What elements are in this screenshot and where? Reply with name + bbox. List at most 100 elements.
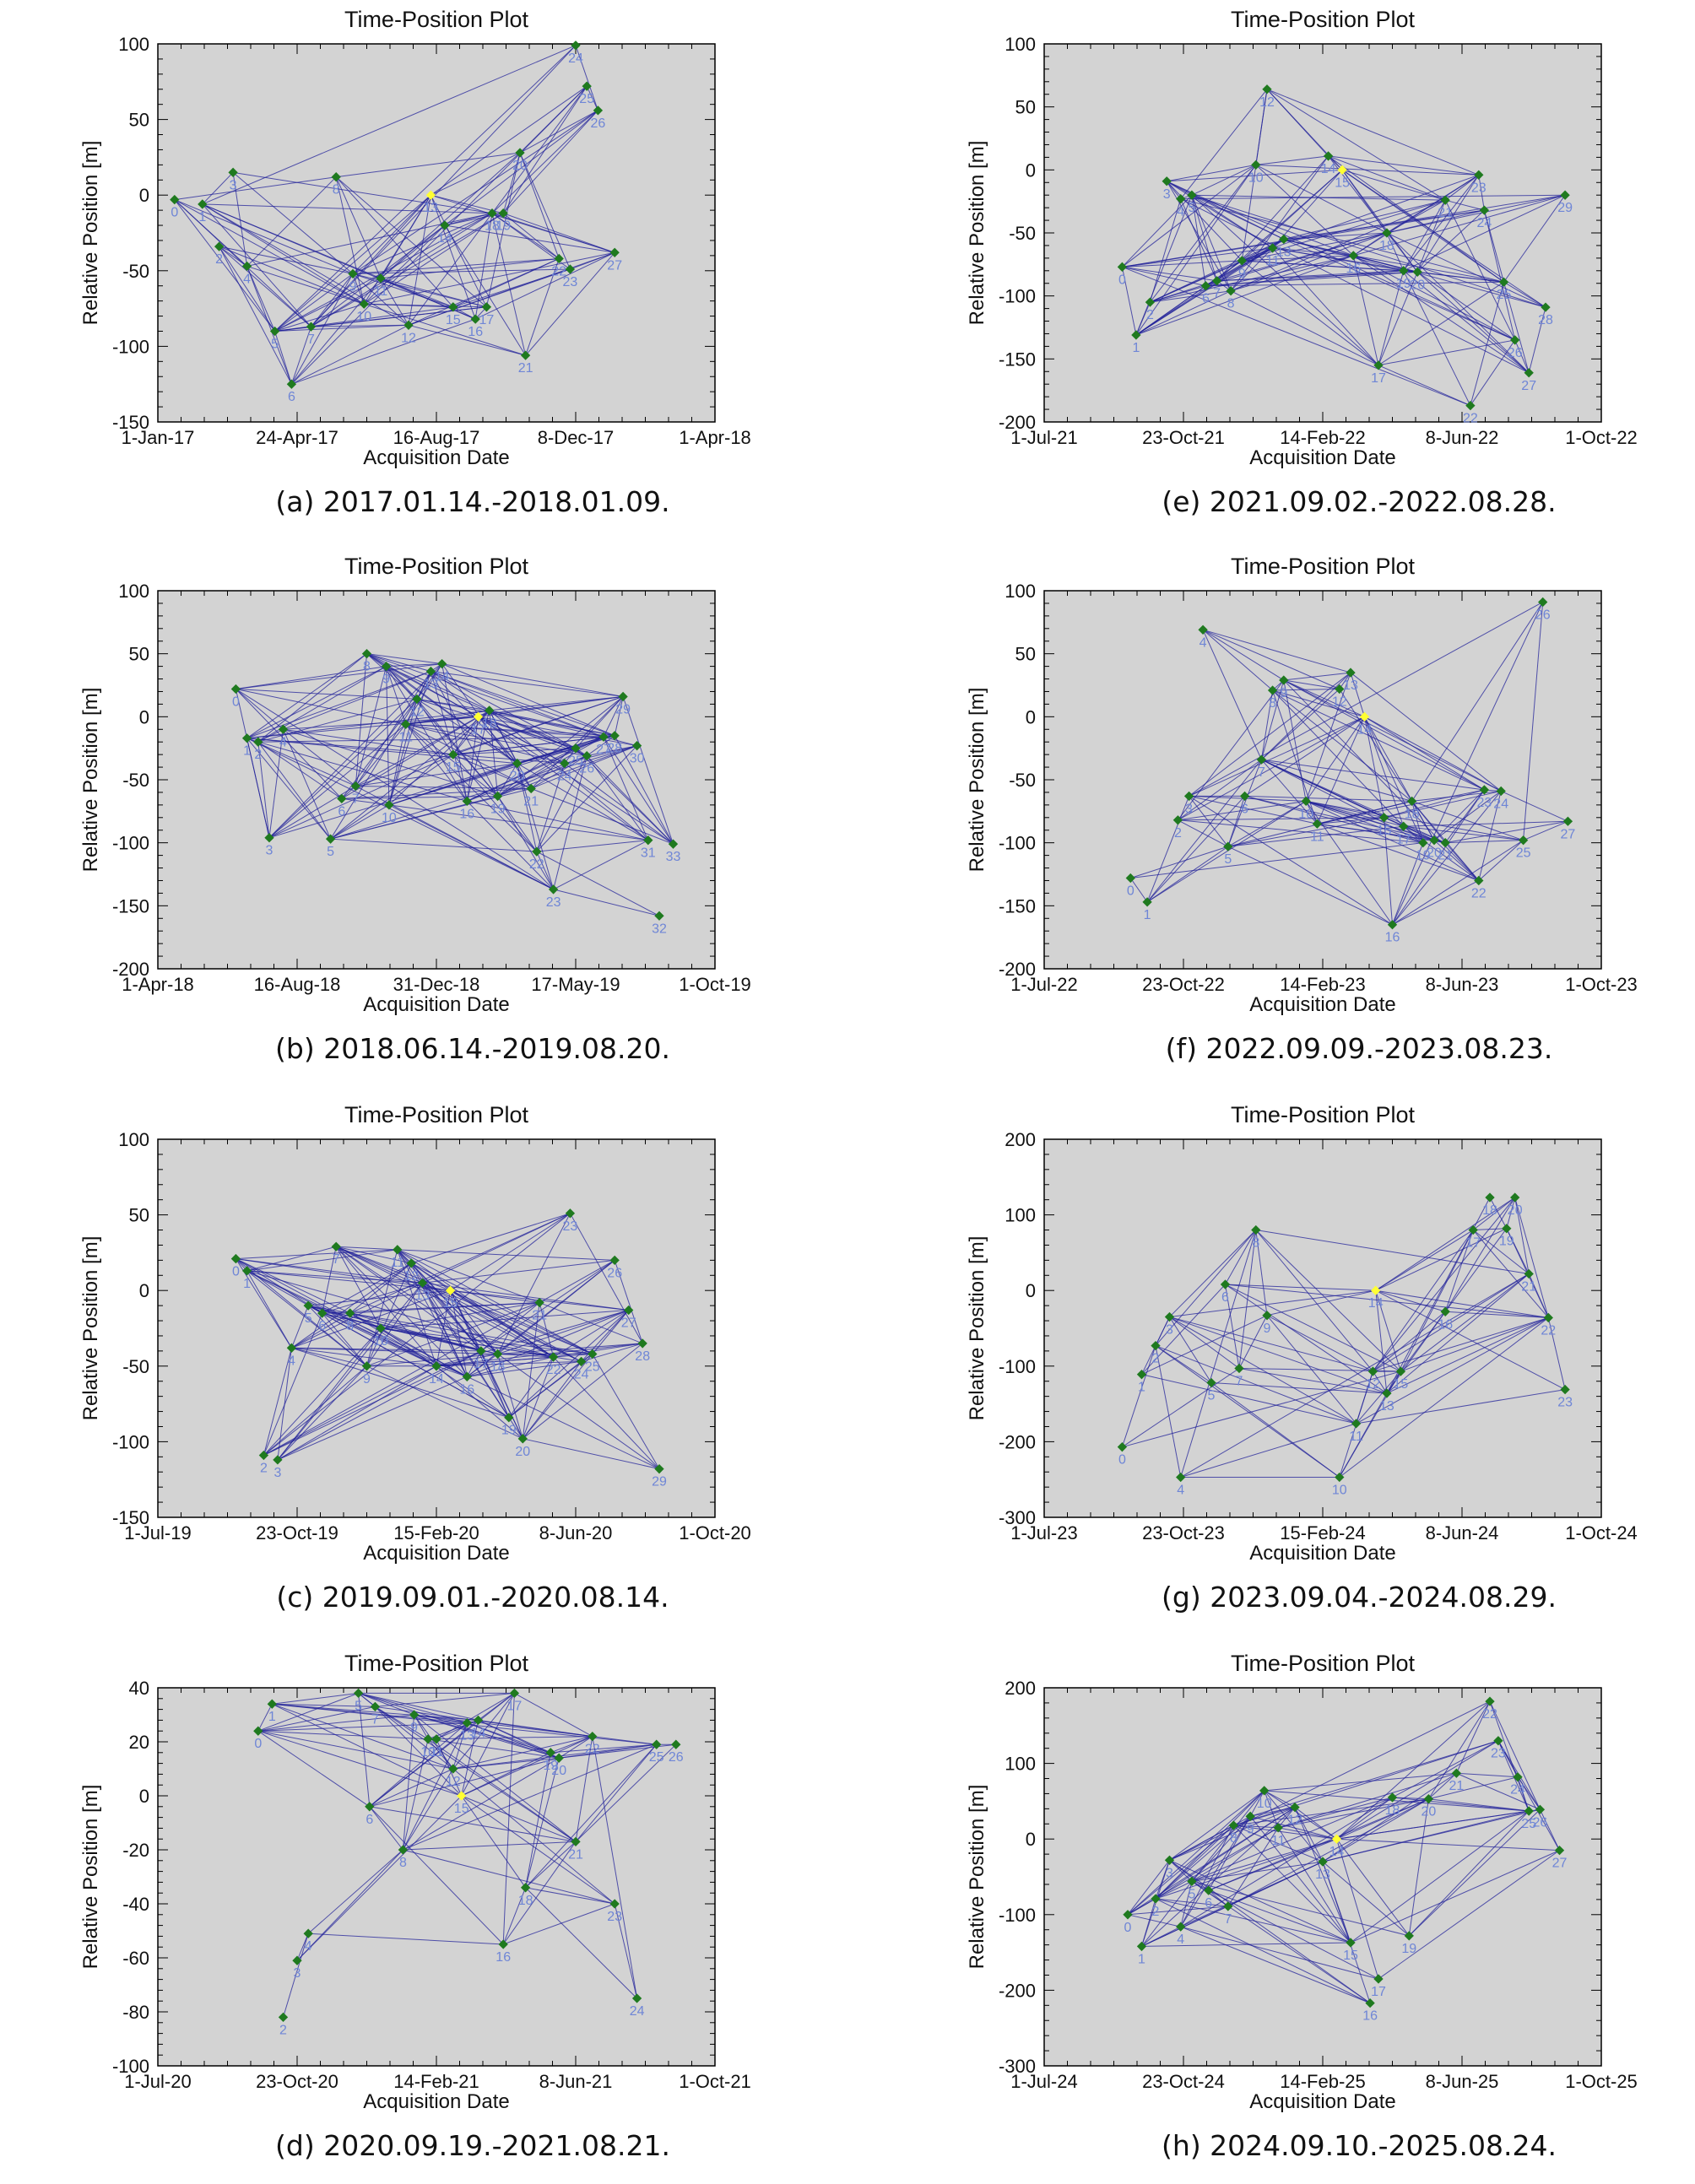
baseline-edge — [263, 1302, 540, 1456]
baseline-edge — [569, 1213, 643, 1344]
baseline-edge — [1272, 689, 1365, 717]
baseline-edge — [355, 723, 407, 787]
acquisition-point — [1136, 1941, 1147, 1952]
baseline-edge — [1233, 1825, 1351, 1943]
baseline-edge — [1155, 1825, 1234, 1900]
baseline-edge — [1189, 796, 1229, 847]
baseline-edge — [369, 1768, 454, 1808]
baseline-edge — [536, 851, 660, 916]
acquisition-point — [1378, 813, 1389, 823]
acquisition-point — [1474, 875, 1484, 886]
baseline-edge — [246, 265, 365, 305]
chart-panel-a: Time-Position Plot 100 50 0 -50 -100 -150 1-Jan… — [51, 0, 895, 540]
x-tick-label: 23-Oct-20 — [256, 2071, 338, 2092]
point-label: 3 — [1166, 1323, 1173, 1338]
y-tick-label: 0 — [139, 706, 149, 727]
acquisition-point — [1513, 1772, 1523, 1782]
baseline-edge — [336, 1246, 398, 1251]
baseline-edge — [553, 755, 588, 890]
baseline-edge — [1341, 169, 1446, 201]
baseline-edge — [1146, 800, 1307, 903]
y-tick-label: -150 — [999, 349, 1036, 370]
acquisition-point — [1367, 1366, 1378, 1376]
reference-point — [457, 1791, 467, 1801]
baseline-edge — [1264, 1772, 1457, 1792]
chart-title: Time-Position Plot — [344, 554, 529, 579]
baseline-edge — [405, 723, 538, 852]
baseline-edge — [1180, 194, 1566, 200]
baseline-edge — [1306, 800, 1404, 827]
baseline-edge — [575, 1743, 658, 1842]
baseline-edge — [478, 716, 637, 747]
baseline-edge — [1339, 689, 1413, 802]
y-tick-label: -40 — [122, 1894, 149, 1915]
baseline-edge — [422, 1282, 498, 1354]
baseline-edge — [436, 1310, 629, 1367]
point-label: 24 — [1510, 1783, 1525, 1797]
baseline-edge — [1261, 759, 1318, 824]
acquisition-point — [1493, 1736, 1503, 1746]
acquisition-point — [1395, 1366, 1406, 1376]
baseline-edge — [1400, 1273, 1530, 1372]
baseline-edge — [202, 203, 409, 326]
baseline-edge — [1353, 255, 1504, 283]
baseline-edge — [550, 1743, 657, 1754]
point-label: 8 — [399, 1856, 407, 1870]
y-tick-label: 0 — [139, 1786, 149, 1807]
point-label: 8 — [363, 660, 371, 674]
point-label: 4 — [305, 1939, 312, 1954]
baseline-edge — [1155, 1860, 1170, 1900]
chart-svg-e: Time-Position Plot100500-50-100-150-2001… — [966, 7, 1638, 469]
baseline-edge — [366, 653, 604, 738]
baseline-edge — [553, 889, 660, 916]
baseline-edge — [277, 1350, 482, 1461]
y-tick-label: 50 — [1015, 644, 1036, 665]
y-tick-label: 100 — [118, 34, 149, 55]
baseline-edge — [330, 745, 637, 840]
baseline-edge — [405, 710, 490, 725]
baseline-edge — [452, 258, 560, 308]
point-label: 13 — [415, 1289, 431, 1303]
x-tick-label: 14-Feb-21 — [393, 2071, 479, 2092]
baseline-edge — [467, 1310, 629, 1377]
point-label: 9 — [1280, 686, 1287, 700]
baseline-edge — [1373, 1273, 1530, 1372]
point-label: 17 — [1371, 1985, 1386, 1999]
baseline-edge — [380, 278, 409, 326]
baseline-edge — [236, 1258, 423, 1284]
point-label: 5 — [1188, 201, 1195, 215]
baseline-edge — [1384, 817, 1393, 925]
baseline-edge — [1155, 1880, 1193, 1900]
acquisition-point — [292, 1955, 302, 1965]
baseline-edge — [525, 258, 560, 356]
x-axis-label: Acquisition Date — [363, 993, 509, 1016]
baseline-edge — [219, 246, 276, 332]
baseline-edge — [375, 1706, 463, 1797]
baseline-edge — [414, 1714, 454, 1770]
baseline-edge — [1444, 174, 1480, 201]
baseline-edge — [380, 1309, 629, 1329]
baseline-edge — [1130, 842, 1423, 878]
baseline-edge — [586, 755, 674, 845]
baseline-edge — [335, 1246, 482, 1352]
baseline-edge — [558, 1736, 593, 1759]
baseline-edge — [174, 176, 337, 201]
baseline-edge — [1255, 89, 1268, 165]
point-label: 20 — [515, 1445, 530, 1459]
baseline-edge — [575, 45, 598, 111]
acquisition-point — [401, 719, 411, 729]
x-axis-label: Acquisition Date — [363, 2090, 509, 2113]
baseline-edge — [491, 213, 527, 356]
acquisition-point — [228, 167, 238, 177]
baseline-edge — [1528, 306, 1546, 373]
baseline-edge — [1122, 247, 1273, 268]
baseline-edge — [274, 45, 577, 332]
x-tick-label: 23-Oct-21 — [1142, 427, 1225, 448]
acquisition-point — [1479, 785, 1490, 795]
point-label: 7 — [307, 332, 315, 347]
baseline-edge — [1244, 716, 1365, 797]
baseline-edge — [1202, 629, 1285, 681]
baseline-edge — [402, 1768, 454, 1851]
baseline-edge — [277, 1365, 367, 1461]
baseline-edge — [461, 1720, 479, 1797]
